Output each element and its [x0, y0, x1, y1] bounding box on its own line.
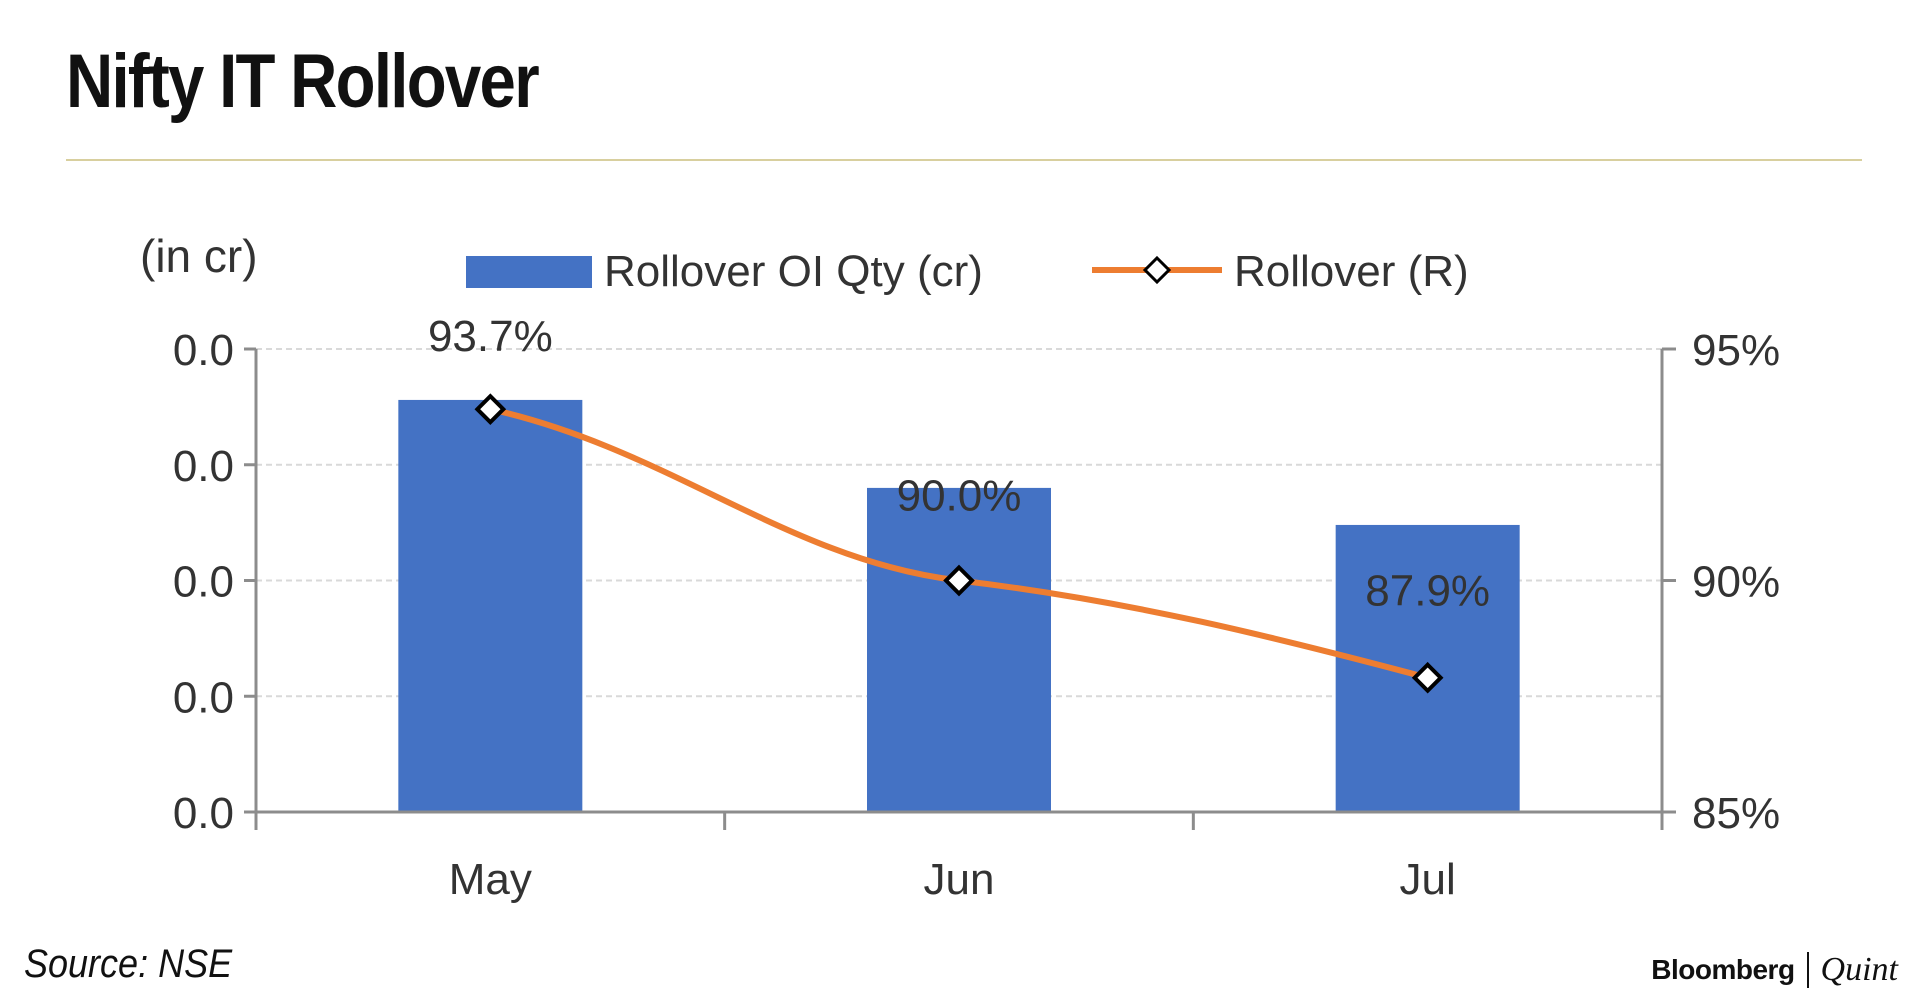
logo-quint: Quint — [1820, 951, 1898, 988]
left-axis-label: (in cr) — [140, 230, 258, 282]
axes: 0.0 0.0 0.0 0.0 0.0 (in cr) 95% 90% 85% May Jun Jul — [140, 230, 1780, 904]
left-tick-label: 0.0 — [173, 442, 234, 491]
legend: Rollover OI Qty (cr) Rollover (R) — [466, 247, 1469, 296]
bar-jun — [867, 487, 1051, 812]
x-tick-label: May — [449, 855, 532, 904]
right-tick-label: 95% — [1692, 326, 1780, 375]
x-tick-label: Jul — [1400, 855, 1456, 904]
right-tick-label: 90% — [1692, 558, 1780, 607]
source-note: Source: NSE — [24, 942, 233, 986]
data-label-jul: 87.9% — [1365, 567, 1490, 616]
title-divider — [66, 159, 1862, 161]
data-label-jun: 90.0% — [897, 472, 1022, 521]
logo-separator — [1806, 952, 1809, 988]
legend-label-bar: Rollover OI Qty (cr) — [604, 247, 983, 296]
bars — [398, 399, 1520, 812]
rollover-marker-jul — [1411, 661, 1444, 694]
legend-swatch-marker — [1142, 255, 1172, 285]
left-tick-label: 0.0 — [173, 326, 234, 375]
left-tick-label: 0.0 — [173, 558, 234, 607]
left-tick-label: 0.0 — [173, 673, 234, 722]
labels: 93.7% 90.0% 87.9% — [428, 312, 1490, 616]
rollover-line — [474, 393, 1444, 694]
data-label-may: 93.7% — [428, 312, 553, 361]
brand-logo: Bloomberg Quint — [1651, 950, 1898, 990]
legend-swatch-bar — [466, 256, 592, 288]
x-tick-label: Jun — [924, 855, 995, 904]
rollover-marker-may — [474, 393, 507, 426]
bar-may — [398, 399, 583, 812]
chart-title: Nifty IT Rollover — [66, 39, 540, 124]
legend-label-line: Rollover (R) — [1234, 247, 1469, 296]
rollover-marker-jun — [943, 564, 975, 597]
left-tick-label: 0.0 — [173, 789, 234, 838]
logo-bloomberg: Bloomberg — [1651, 954, 1795, 985]
right-tick-label: 85% — [1692, 789, 1780, 838]
